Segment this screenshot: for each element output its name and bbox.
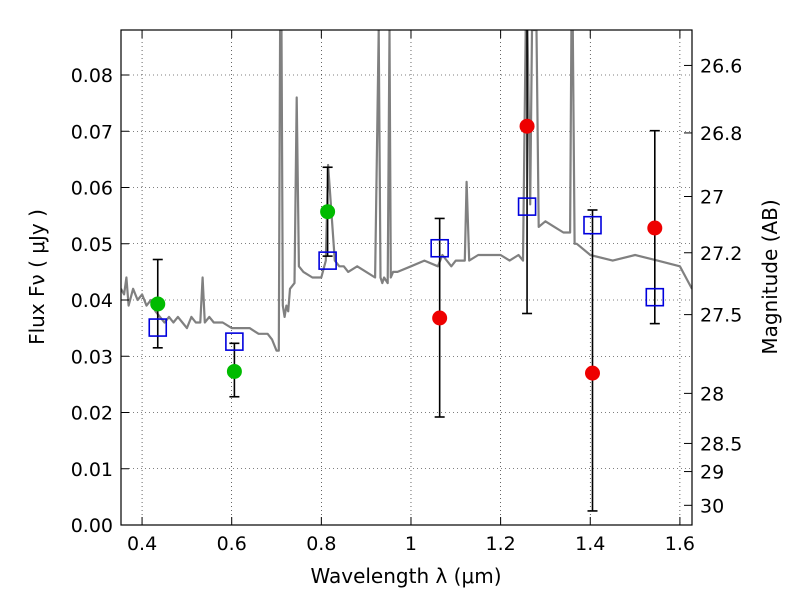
y2-tick-label-0: 26.6 bbox=[700, 55, 742, 77]
x-tick-label-5: 1.4 bbox=[575, 533, 605, 555]
y-tick-label-8: 0.08 bbox=[71, 65, 113, 87]
plot-frame bbox=[120, 29, 693, 526]
y2-axis-label: Magnitude (AB) bbox=[758, 199, 782, 354]
y2-tick-label-3: 27.2 bbox=[700, 243, 742, 265]
data-point-2-2 bbox=[585, 365, 601, 381]
spectrum-layer bbox=[121, 30, 692, 352]
model-point-6 bbox=[645, 287, 665, 307]
x-axis-label: Wavelength λ (μm) bbox=[310, 564, 501, 588]
x-tick-label-1: 0.6 bbox=[217, 533, 247, 555]
y2-axis-ticks: 26.6 26.8 27 27.2 27.5 28 28.5 29 30 bbox=[684, 55, 742, 517]
y2-tick-label-1: 26.8 bbox=[700, 123, 742, 145]
x-tick-label-0: 0.4 bbox=[127, 533, 157, 555]
y-tick-label-1: 0.01 bbox=[71, 459, 113, 481]
model-point-3 bbox=[430, 238, 449, 258]
marker-layer bbox=[148, 118, 665, 381]
x-tick-label-6: 1.6 bbox=[665, 533, 695, 555]
grid-lines bbox=[121, 30, 692, 526]
y2-tick-label-5: 28 bbox=[700, 383, 724, 405]
model-point-0 bbox=[148, 318, 168, 337]
model-point-1 bbox=[225, 332, 244, 351]
spectrum-line bbox=[121, 30, 692, 352]
y-tick-label-5: 0.05 bbox=[71, 234, 113, 256]
y2-tick-label-4: 27.5 bbox=[700, 305, 742, 327]
model-point-2 bbox=[318, 251, 337, 270]
x-tick-label-4: 1.2 bbox=[486, 533, 516, 555]
model-point-4 bbox=[517, 197, 537, 216]
y2-tick-label-8: 30 bbox=[700, 495, 724, 517]
y-axis-label: Flux Fν ( μJy ) bbox=[25, 209, 49, 345]
data-point-1-2 bbox=[320, 204, 336, 220]
x-tick-label-3: 1 bbox=[405, 533, 417, 555]
data-point-2-3 bbox=[647, 220, 663, 236]
y-tick-label-6: 0.06 bbox=[71, 178, 113, 200]
y2-tick-label-2: 27 bbox=[700, 187, 724, 209]
data-point-2-0 bbox=[432, 310, 448, 326]
data-point-2-1 bbox=[519, 118, 535, 134]
x-tick-label-2: 0.8 bbox=[306, 533, 336, 555]
y-tick-label-0: 0.00 bbox=[71, 515, 113, 537]
data-point-1-1 bbox=[226, 363, 242, 379]
y-tick-label-7: 0.07 bbox=[71, 121, 113, 143]
y2-tick-label-7: 29 bbox=[700, 462, 724, 484]
model-point-5 bbox=[583, 215, 602, 235]
y2-tick-label-6: 28.5 bbox=[700, 433, 742, 455]
plot-background bbox=[121, 30, 692, 525]
y-tick-label-3: 0.03 bbox=[71, 346, 113, 368]
y-tick-label-4: 0.04 bbox=[71, 290, 113, 312]
y-axis-ticks: 0.00 0.01 0.02 0.03 0.04 0.05 0.06 0.07 0.08 bbox=[71, 65, 129, 537]
y-tick-label-2: 0.02 bbox=[71, 403, 113, 425]
x-axis-ticks: 0.4 0.6 0.8 1 1.2 1.4 1.6 bbox=[127, 30, 695, 555]
data-point-1-0 bbox=[150, 296, 166, 312]
